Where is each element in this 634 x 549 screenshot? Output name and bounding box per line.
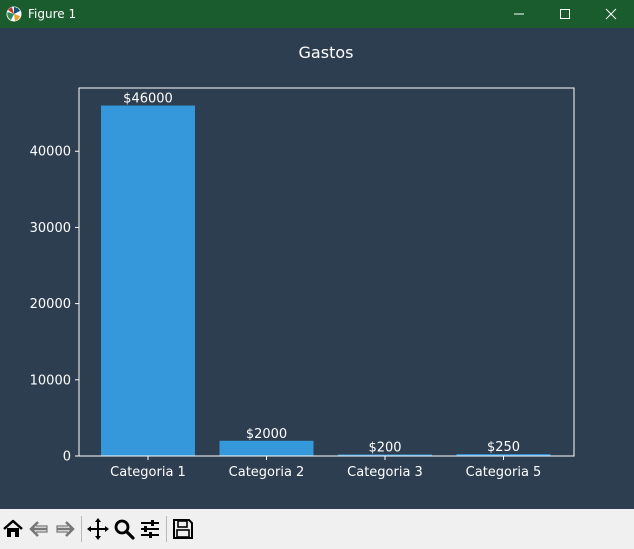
bar <box>219 440 314 456</box>
bar <box>338 454 432 456</box>
x-tick-label: Categoria 3 <box>347 465 423 480</box>
y-tick-label: 10000 <box>30 373 71 388</box>
minimize-button[interactable] <box>496 0 542 28</box>
configure-subplots-icon <box>141 520 159 538</box>
toolbar-separator <box>166 516 167 542</box>
figure-canvas[interactable]: Gastos $46000 Categoria 1 $2000 Categoria 2… <box>0 28 634 509</box>
y-tick-label: 30000 <box>30 221 71 236</box>
y-tick-label: 0 <box>63 450 71 465</box>
forward-arrow-icon <box>56 521 75 537</box>
bar <box>101 105 195 457</box>
bar-data-label: $46000 <box>123 92 173 107</box>
window-titlebar: Figure 1 <box>0 0 634 28</box>
navigation-toolbar <box>0 509 634 549</box>
window-controls <box>496 0 634 28</box>
pan-button[interactable] <box>85 514 111 544</box>
axes-frame <box>78 87 575 457</box>
maximize-icon <box>560 9 570 19</box>
y-tick-label: 40000 <box>30 145 71 160</box>
home-button[interactable] <box>0 514 26 544</box>
forward-button[interactable] <box>52 514 78 544</box>
chart-title: Gastos <box>299 43 354 62</box>
back-button[interactable] <box>26 514 52 544</box>
y-tick-label: 20000 <box>30 297 71 312</box>
bar-data-label: $250 <box>487 440 520 455</box>
minimize-icon <box>514 13 524 15</box>
maximize-button[interactable] <box>542 0 588 28</box>
x-tick-label: Categoria 2 <box>229 465 305 480</box>
save-icon <box>173 519 193 539</box>
close-icon <box>605 8 617 20</box>
bar-data-label: $2000 <box>246 427 287 442</box>
home-icon <box>3 519 23 537</box>
bar-data-label: $200 <box>368 440 401 455</box>
configure-subplots-button[interactable] <box>137 514 163 544</box>
window-title: Figure 1 <box>28 7 77 21</box>
save-button[interactable] <box>170 514 196 544</box>
matplotlib-logo-icon <box>6 6 22 22</box>
zoom-button[interactable] <box>111 514 137 544</box>
toolbar-separator <box>81 516 82 542</box>
pan-icon <box>87 518 109 540</box>
x-tick-label: Categoria 5 <box>466 465 542 480</box>
zoom-icon <box>114 519 135 540</box>
bar <box>456 454 551 456</box>
x-tick-label: Categoria 1 <box>110 465 186 480</box>
close-button[interactable] <box>588 0 634 28</box>
back-arrow-icon <box>29 521 48 537</box>
